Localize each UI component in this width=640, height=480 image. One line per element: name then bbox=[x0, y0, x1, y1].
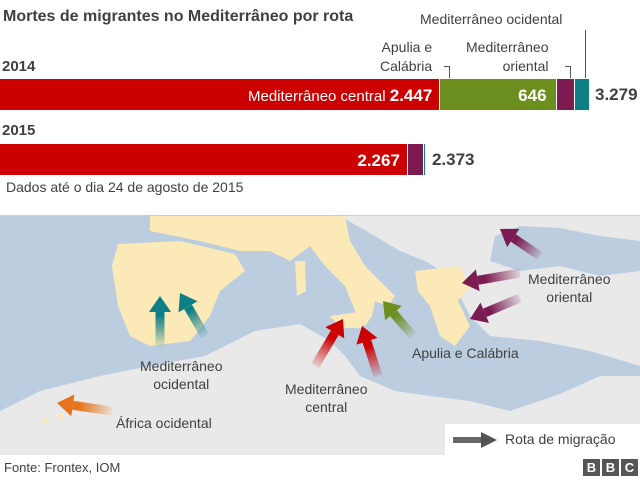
callout-line bbox=[565, 66, 571, 78]
map-label-central: Mediterrâneo central bbox=[285, 380, 368, 416]
callout-text: Calábria bbox=[380, 58, 433, 74]
map-legend: Rota de migração bbox=[445, 424, 640, 455]
bar-row-2015: 2.373 2.267 bbox=[0, 144, 640, 175]
data-note: Dados até o dia 24 de agosto de 2015 bbox=[6, 179, 244, 195]
bar-segment-apulia-e-cal-bria-2014 bbox=[440, 79, 557, 110]
italy-land bbox=[305, 216, 395, 326]
chart-title: Mortes de migrantes no Mediterrâneo por … bbox=[3, 8, 354, 25]
value-label-central-2015: 2.267 bbox=[357, 151, 400, 170]
migration-arrows bbox=[57, 228, 543, 417]
map-label-apulia: Apulia e Calábria bbox=[412, 345, 519, 361]
callout-text: Mediterrâneo bbox=[466, 39, 549, 55]
logo-letter: B bbox=[602, 459, 619, 476]
arrow-ocidental bbox=[178, 293, 209, 339]
logo-letter: B bbox=[583, 459, 600, 476]
canary-islands bbox=[42, 418, 48, 424]
bar-segment--frica-ocidental-2015 bbox=[425, 144, 427, 175]
arrow-africa bbox=[57, 394, 113, 417]
value-label-central-2014: 2.447 bbox=[389, 86, 433, 105]
year-label-2015: 2015 bbox=[2, 122, 36, 139]
bar-segment-mediterr-neo-ocidental-2015 bbox=[424, 144, 426, 175]
logo-letter: C bbox=[621, 459, 638, 476]
bar-segment-mediterr-neo-central-2014 bbox=[0, 79, 441, 110]
callout-text: Apulia e bbox=[381, 39, 433, 55]
bar-segment-mediterr-neo-oriental-2015 bbox=[407, 144, 425, 175]
canary-islands bbox=[57, 413, 63, 419]
bar-segment-mediterr-neo-ocidental-2014 bbox=[574, 79, 590, 110]
corsica-sardinia-land bbox=[295, 261, 306, 296]
balkans-turkey-land bbox=[340, 216, 640, 366]
callout-line bbox=[585, 30, 586, 78]
map-label-text: ocidental bbox=[153, 376, 210, 392]
callout-oriental: Mediterrâneo oriental bbox=[466, 38, 549, 76]
map-label-ocidental: Mediterrâneo ocidental bbox=[140, 357, 223, 393]
map-graphic bbox=[0, 216, 640, 455]
bar-segment-mediterr-neo-oriental-2014 bbox=[556, 79, 575, 110]
source-footer: Fonte: Frontex, IOM bbox=[4, 460, 121, 475]
france-land bbox=[150, 216, 330, 261]
bar-segment-mediterr-neo-central-2015 bbox=[0, 144, 408, 175]
map-label-africa: África ocidental bbox=[116, 415, 212, 431]
callout-text: oriental bbox=[502, 58, 549, 74]
map-label-text: oriental bbox=[546, 289, 593, 305]
callout-apulia: Apulia e Calábria bbox=[380, 38, 432, 76]
arrow-central bbox=[311, 319, 345, 369]
map-label-text: Mediterrâneo bbox=[528, 271, 611, 287]
arrow-icon bbox=[453, 432, 497, 448]
map-label-oriental: Mediterrâneo oriental bbox=[528, 270, 611, 306]
map-label-text: central bbox=[305, 399, 348, 415]
callout-line bbox=[444, 66, 450, 78]
route-map: Mediterrâneo ocidental Mediterrâneo cent… bbox=[0, 215, 640, 455]
arrow-oriental bbox=[500, 228, 543, 260]
legend-label: Rota de migração bbox=[505, 431, 616, 447]
arrow-oriental bbox=[470, 293, 522, 323]
value-label-apulia-2014: 646 bbox=[518, 86, 547, 105]
total-label-2014: 3.279 bbox=[595, 85, 638, 104]
arrow-central bbox=[356, 326, 383, 378]
africa-land bbox=[0, 324, 640, 455]
bar-row-2014: 3.279 Mediterrâneo central 2.447 646 bbox=[0, 79, 640, 110]
total-label-2015: 2.373 bbox=[431, 150, 475, 169]
arrow-apulia bbox=[383, 301, 417, 339]
year-label-2014: 2014 bbox=[2, 58, 36, 75]
callout-ocidental: Mediterrâneo ocidental bbox=[420, 11, 563, 27]
arrow-ocidental bbox=[149, 296, 171, 346]
iberia-land bbox=[112, 241, 245, 346]
bbc-logo: B B C bbox=[583, 459, 638, 476]
map-label-text: Mediterrâneo bbox=[140, 358, 223, 374]
map-label-text: Mediterrâneo bbox=[285, 381, 368, 397]
series-label-central: Mediterrâneo central bbox=[248, 88, 386, 105]
greece-land bbox=[415, 266, 470, 346]
arrow-oriental bbox=[462, 268, 521, 292]
